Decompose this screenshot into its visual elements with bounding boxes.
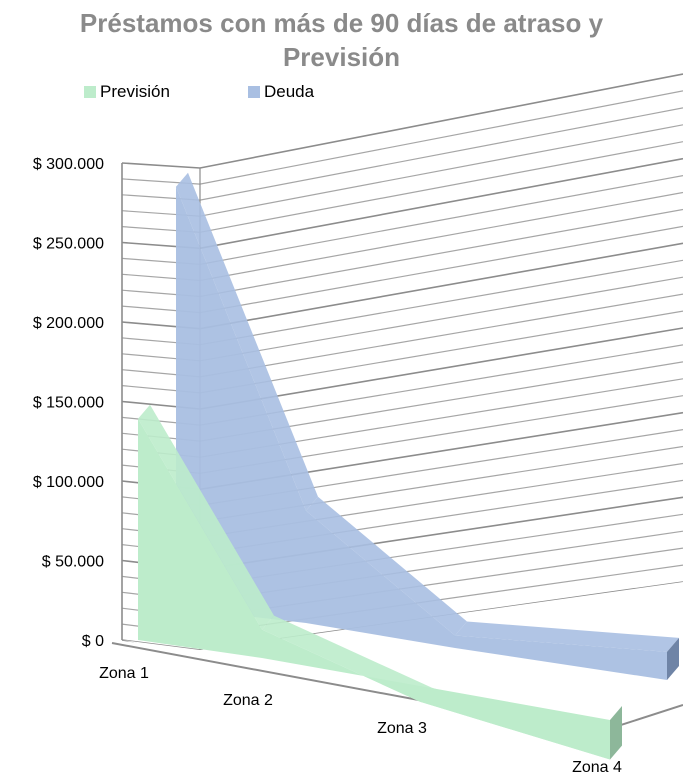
- data-point-previsi-n-3: [419, 700, 422, 703]
- y-tick-label: $ 150.000: [33, 395, 104, 412]
- chart-title-line-1: Préstamos con más de 90 días de atraso y: [79, 8, 604, 38]
- series-previsi-n-top-face: [138, 404, 274, 630]
- x-tick-label: Zona 1: [99, 665, 149, 682]
- legend-label-prevision: Previsión: [100, 82, 170, 101]
- legend-item-deuda: Deuda: [248, 82, 314, 102]
- series-previsi-n-end-cap: [610, 706, 622, 760]
- series-deuda-top-face: [455, 621, 679, 652]
- data-point-deuda-1: [175, 185, 178, 188]
- x-tick-label: Zona 4: [572, 759, 622, 776]
- series-deuda-top-face: [176, 172, 318, 511]
- y-tick-label: $ 50.000: [42, 554, 104, 571]
- series-deuda-top-face: [306, 496, 467, 636]
- legend-item-prevision: Previsión: [84, 82, 170, 102]
- y-tick-label: $ 250.000: [33, 236, 104, 253]
- chart-title-line-2: Previsión: [282, 42, 401, 72]
- y-tick-label: $ 300.000: [33, 156, 104, 173]
- legend-swatch-deuda: [248, 86, 260, 98]
- data-point-previsi-n-2: [261, 628, 264, 631]
- chart-title: Préstamos con más de 90 días de atraso y…: [0, 6, 683, 74]
- floor: [122, 582, 683, 733]
- series-deuda-area: [176, 186, 667, 681]
- legend-label-deuda: Deuda: [264, 82, 315, 101]
- data-point-previsi-n-1: [137, 417, 140, 420]
- series-previsi-n-area: [138, 418, 610, 760]
- legend-swatch-prevision: [84, 86, 96, 98]
- y-tick-label: $ 0: [82, 633, 104, 650]
- series-deuda-end-cap: [667, 637, 679, 680]
- x-tick-label: Zona 3: [377, 720, 427, 737]
- y-tick-label: $ 100.000: [33, 474, 104, 491]
- x-tick-label: Zona 2: [223, 692, 273, 709]
- data-point-deuda-3: [454, 634, 457, 637]
- y-tick-label: $ 200.000: [33, 315, 104, 332]
- data-point-deuda-2: [305, 509, 308, 512]
- data-point-deuda-4: [666, 650, 669, 653]
- series-previsi-n-top-face: [262, 615, 432, 702]
